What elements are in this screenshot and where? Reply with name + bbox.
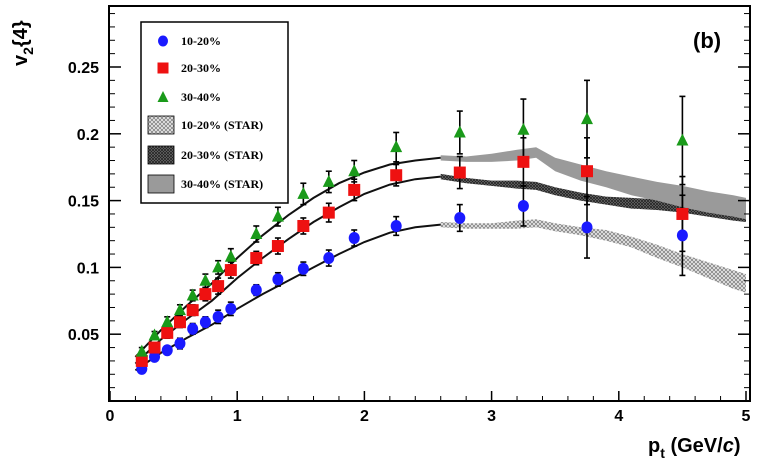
data-point-20-30pct (148, 341, 161, 354)
star-bands (440, 147, 746, 293)
data-markers (135, 112, 689, 375)
x-tick-label: 1 (233, 408, 242, 425)
data-point-30-40pct (271, 209, 284, 222)
model-curve-1 (134, 175, 441, 365)
data-point-30-40pct (250, 227, 263, 239)
data-point-30-40pct (348, 164, 361, 177)
y-tick-label: 0.2 (77, 127, 99, 144)
data-point-20-30pct (676, 207, 689, 220)
star-band-0 (440, 219, 746, 293)
data-point-10-20pct (187, 322, 199, 335)
data-point-20-30pct (199, 288, 212, 301)
data-point-20-30pct (390, 169, 403, 182)
data-point-20-30pct (173, 316, 186, 329)
data-point-10-20pct (390, 219, 402, 232)
legend-marker-square (157, 62, 169, 74)
data-point-20-30pct (212, 280, 225, 293)
x-axis-ticks: 0 1 2 3 4 5 (106, 391, 751, 425)
star-band-1 (440, 173, 746, 222)
data-point-30-40pct (199, 273, 212, 286)
data-point-10-20pct (149, 350, 161, 363)
data-point-10-20pct (581, 221, 593, 234)
data-point-30-40pct (173, 303, 186, 316)
legend-marker-circle (158, 35, 168, 47)
y-tick-label: 0.25 (68, 60, 99, 77)
data-point-30-40pct (581, 112, 593, 125)
x-tick-label: 3 (487, 408, 496, 425)
data-point-10-20pct (323, 252, 335, 265)
data-point-20-30pct (348, 183, 361, 196)
data-point-10-20pct (199, 316, 211, 329)
data-point-30-40pct (212, 260, 225, 273)
data-point-20-30pct (135, 354, 148, 367)
legend-box (140, 21, 289, 204)
model-curve-0 (134, 223, 441, 372)
data-point-10-20pct (161, 344, 173, 357)
data-point-30-40pct (297, 186, 310, 199)
star-band-2 (440, 147, 746, 220)
legend-label: 30-40% (181, 90, 221, 104)
data-point-20-30pct (250, 252, 263, 265)
legend-swatch-band-solid (147, 174, 175, 194)
y-tick-label: 0.05 (68, 327, 99, 344)
legend-swatch-band-light (147, 115, 175, 135)
data-point-30-40pct (517, 122, 530, 135)
data-point-30-40pct (148, 328, 161, 341)
legend-label: 20-30% (STAR) (181, 148, 263, 162)
data-point-10-20pct (454, 211, 466, 224)
x-axis-title: pt (GeV/c) (648, 435, 740, 461)
legend-marker-triangle (157, 91, 169, 102)
legend: 10-20% 20-30% 30-40% 10-20% (STAR) 20-30% (S… (140, 21, 289, 204)
data-point-10-20pct (676, 229, 688, 242)
data-point-20-30pct (297, 219, 310, 232)
x-tick-label: 5 (742, 408, 751, 425)
data-point-30-40pct (322, 174, 335, 187)
x-tick-label: 0 (106, 408, 115, 425)
x-tick-label: 2 (360, 408, 369, 425)
data-point-20-30pct (517, 155, 530, 168)
panel-label: (b) (693, 28, 721, 53)
data-point-30-40pct (676, 133, 689, 146)
y-tick-label: 0.1 (77, 260, 99, 277)
model-curve-2 (134, 156, 441, 358)
data-point-30-40pct (186, 288, 199, 301)
data-point-10-20pct (517, 199, 529, 212)
data-point-30-40pct (161, 315, 174, 328)
data-point-20-30pct (581, 165, 593, 178)
data-point-20-30pct (453, 166, 466, 179)
data-point-20-30pct (161, 326, 174, 339)
data-point-10-20pct (225, 302, 237, 315)
y-axis-title: v2{4} (10, 20, 36, 66)
legend-label: 30-40% (STAR) (181, 177, 263, 191)
legend-label: 10-20% (181, 34, 221, 48)
y-axis-ticks: 0.05 0.1 0.15 0.2 0.25 (68, 13, 750, 389)
data-point-10-20pct (250, 284, 262, 297)
model-curves (134, 156, 441, 372)
legend-label: 10-20% (STAR) (181, 118, 263, 132)
data-point-20-30pct (322, 206, 335, 219)
data-point-30-40pct (453, 125, 466, 138)
data-point-20-30pct (186, 304, 199, 317)
data-point-30-40pct (390, 140, 403, 153)
data-point-10-20pct (174, 337, 186, 350)
legend-label: 20-30% (181, 61, 221, 75)
x-tick-label: 4 (614, 408, 623, 425)
data-point-10-20pct (272, 273, 284, 286)
data-point-30-40pct (224, 249, 237, 262)
data-point-20-30pct (224, 264, 237, 277)
data-point-30-40pct (135, 344, 148, 357)
y-tick-label: 0.15 (68, 194, 99, 211)
plot-frame (108, 5, 751, 402)
legend-swatch-band-dark (147, 145, 175, 165)
data-point-10-20pct (212, 310, 224, 323)
data-point-10-20pct (297, 262, 309, 275)
data-point-10-20pct (348, 232, 360, 245)
data-point-20-30pct (271, 240, 284, 253)
